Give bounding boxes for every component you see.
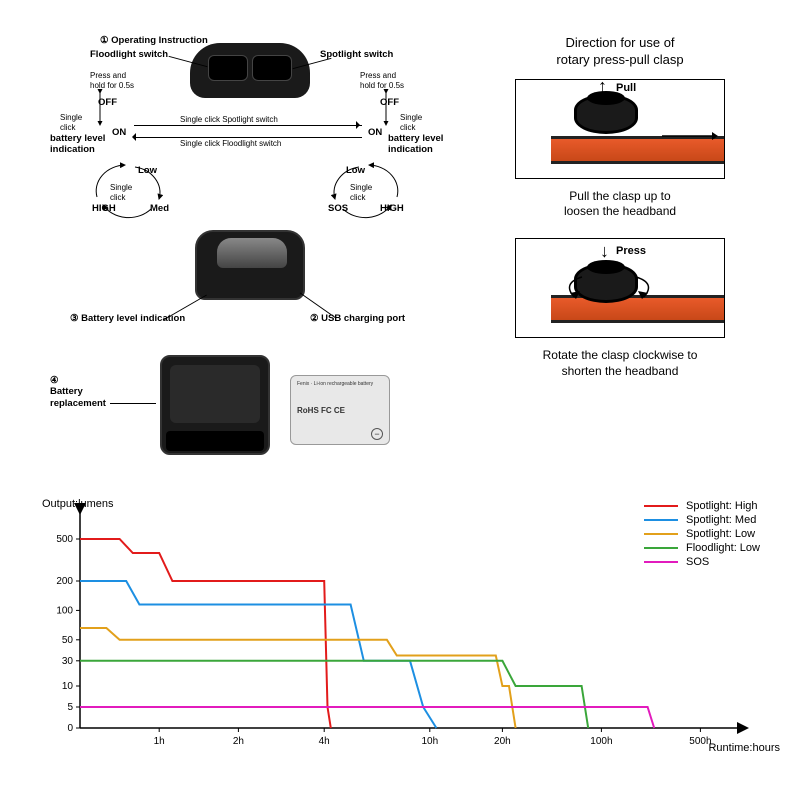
svg-text:5: 5	[67, 702, 73, 713]
legend-label: Floodlight: Low	[686, 542, 760, 554]
upper-diagrams: ① Operating Instruction Floodlight switc…	[0, 0, 800, 475]
legend-swatch	[644, 533, 678, 535]
svg-text:20h: 20h	[494, 736, 511, 747]
press-arrow-icon: ↓	[600, 241, 609, 262]
legend-spotlight-low: Spotlight: Low	[644, 528, 760, 540]
switch-arrow-top	[134, 125, 362, 126]
svg-text:200: 200	[56, 576, 73, 587]
product-open-view	[160, 355, 270, 455]
pull-arrow-icon: ↑	[598, 76, 607, 97]
press-label: Press	[616, 245, 646, 257]
floodlight-switch-label: Floodlight switch	[90, 49, 168, 60]
press-hold-right: Press and hold for 0.5s	[360, 71, 404, 90]
press-caption: Rotate the clasp clockwise to shorten th…	[520, 348, 720, 379]
single-click-spot: Single click Spotlight switch	[180, 115, 278, 125]
cert-row: RoHS FC CE	[297, 406, 383, 415]
svg-text:2h: 2h	[233, 736, 244, 747]
single-click-flood: Single click Floodlight switch	[180, 139, 281, 149]
clasp-knob-1	[574, 94, 638, 134]
pull-caption: Pull the clasp up to loosen the headband	[520, 189, 720, 220]
batt-ind-left: battery level indication	[50, 133, 105, 156]
svg-text:10h: 10h	[421, 736, 438, 747]
svg-text:1h: 1h	[154, 736, 165, 747]
legend-swatch	[644, 505, 678, 507]
clasp-instructions: Direction for use of rotary press-pull c…	[480, 35, 760, 465]
svg-text:100: 100	[56, 605, 73, 616]
legend-label: Spotlight: Med	[686, 514, 756, 526]
product-side-view	[195, 230, 305, 300]
ah-right	[356, 121, 364, 129]
legend-sos: SOS	[644, 556, 760, 568]
svg-text:30: 30	[62, 656, 74, 667]
svg-text:100h: 100h	[590, 736, 612, 747]
legend-floodlight-low: Floodlight: Low	[644, 542, 760, 554]
operating-instruction-diagram: ① Operating Instruction Floodlight switc…	[30, 35, 460, 465]
right-cycle-arrows	[315, 155, 415, 225]
section3-title: ③ Battery level indication	[70, 313, 185, 324]
chart-xlabel: Runtime:hours	[708, 742, 780, 754]
legend-label: Spotlight: Low	[686, 528, 755, 540]
chart-legend: Spotlight: High Spotlight: Med Spotlight: …	[644, 500, 760, 570]
rotate-arrows	[552, 263, 672, 303]
line-to-replace	[110, 403, 156, 404]
single-click-l1: Single click	[60, 113, 82, 132]
battery-pack: Fenix · Li-ion rechargeable battery RoHS…	[290, 375, 390, 445]
svg-text:500: 500	[56, 534, 73, 545]
section2-title: ② USB charging port	[310, 313, 405, 324]
clasp-title: Direction for use of rotary press-pull c…	[480, 35, 760, 69]
batt-ind-right: battery level indication	[388, 133, 443, 156]
legend-label: SOS	[686, 556, 709, 568]
svg-text:10: 10	[62, 681, 74, 692]
legend-spotlight-med: Spotlight: Med	[644, 514, 760, 526]
clasp-pull-box: ↑ Pull	[515, 79, 725, 179]
clasp-press-box: ↓ Press	[515, 238, 725, 338]
legend-swatch	[644, 561, 678, 563]
switch-arrow-bot	[134, 137, 362, 138]
left-cycle-arrows	[85, 155, 185, 225]
section4-title: ④ Battery replacement	[50, 375, 106, 409]
product-top-view	[190, 43, 310, 98]
ah-left	[128, 133, 136, 141]
offon-left	[90, 89, 120, 133]
press-hold-left: Press and hold for 0.5s	[90, 71, 134, 90]
svg-text:4h: 4h	[319, 736, 330, 747]
section1-title: ① Operating Instruction	[100, 35, 208, 46]
legend-spotlight-high: Spotlight: High	[644, 500, 760, 512]
pull-label: Pull	[616, 82, 636, 94]
svg-text:50: 50	[62, 635, 74, 646]
pull-side-arrow	[660, 126, 720, 146]
legend-label: Spotlight: High	[686, 500, 758, 512]
runtime-chart: Output:lumens Runtime:hours Spotlight: H…	[50, 500, 770, 770]
svg-text:0: 0	[67, 723, 73, 734]
legend-swatch	[644, 519, 678, 521]
legend-swatch	[644, 547, 678, 549]
offon-right	[376, 89, 406, 133]
chart-ylabel: Output:lumens	[42, 498, 114, 510]
